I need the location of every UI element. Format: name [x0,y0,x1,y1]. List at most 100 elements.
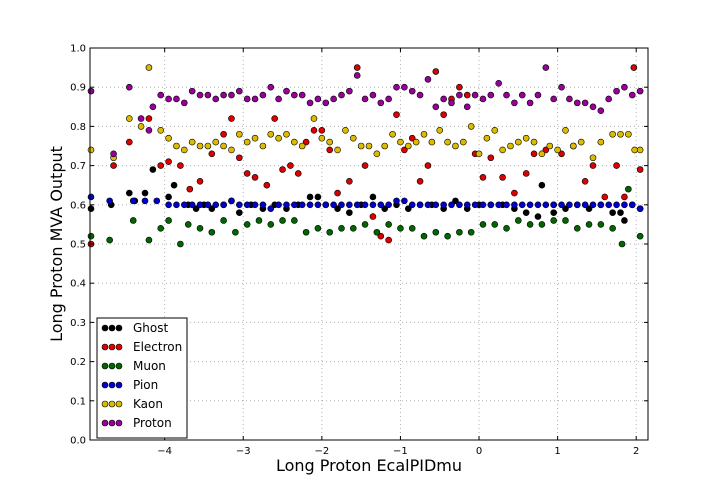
kaon-point [538,150,546,158]
pion-point [566,201,573,209]
kaon-point [228,146,235,154]
electron-point [208,150,216,158]
ghost-point [306,193,314,201]
ghost-point [585,205,593,213]
pion-point [393,197,400,205]
muon-point [385,221,392,228]
legend-marker [115,343,123,351]
muon-point [618,240,626,248]
muon-point [491,221,499,228]
kaon-point [452,142,459,150]
ghost-point [621,217,628,224]
electron-point [157,162,165,169]
pion-point [259,201,267,209]
kaon-point [365,142,373,150]
legend-label: Electron [133,340,182,354]
legend-label: Kaon [133,397,163,411]
proton-point [385,95,392,103]
pion-point [267,205,275,213]
proton-point [259,91,267,99]
kaon-point [357,142,365,150]
pion-point [87,193,95,201]
proton-point [267,83,275,91]
pion-point [346,201,353,209]
legend-label: Proton [133,416,172,430]
y-tick-label: 0.7 [70,161,86,172]
pion-point [165,201,172,209]
proton-point [298,91,306,99]
kaon-point [436,127,444,134]
proton-point [463,103,471,111]
muon-point [184,221,192,228]
proton-point [338,91,345,99]
proton-point [440,95,447,103]
muon-point [585,221,593,228]
pion-point [141,197,149,205]
muon-point [129,217,137,224]
pion-point [228,197,235,205]
pion-point [440,201,447,209]
electron-point [416,177,424,185]
kaon-point [597,138,605,146]
muon-point [515,217,522,224]
kaon-point [125,115,133,122]
muon-point [444,232,451,240]
pion-point [251,201,259,209]
pion-point [487,201,495,209]
kaon-point [220,142,227,150]
proton-point [550,95,557,103]
kaon-point [515,138,522,146]
x-tick-label: 2 [633,446,639,457]
electron-point [424,162,432,169]
ghost-point [149,166,157,173]
kaon-point [137,123,145,130]
electron-point [177,162,184,169]
series-electron [87,64,644,248]
electron-point [499,174,506,181]
pion-point [385,201,392,209]
kaon-point [530,138,538,146]
electron-point [377,232,385,240]
electron-point [558,150,565,158]
kaon-point [460,138,467,146]
x-axis-label: Long Proton EcalPIDmu [276,456,462,475]
kaon-point [204,142,212,150]
legend: Ghost Electron Muon Pion Kaon Proton [96,317,188,439]
proton-point [306,99,314,107]
pion-point [636,205,644,213]
electron-point [346,177,353,185]
muon-point [314,225,322,232]
proton-point [628,91,636,99]
ghost-point [522,209,530,216]
electron-point [432,68,440,75]
proton-point [479,95,487,103]
electron-point [220,130,227,138]
kaon-point [212,138,220,146]
pion-point [518,201,526,209]
legend-marker [108,343,116,351]
muon-point [165,217,172,224]
legend-marker [115,400,123,408]
proton-point [165,95,172,103]
muon-point [255,217,263,224]
electron-point [636,166,644,173]
pion-point [236,201,243,209]
series-muon [87,185,644,248]
kaon-point [554,146,561,154]
pion-point [314,201,322,209]
legend-item-muon: Muon [101,359,166,373]
electron-point [294,170,302,177]
kaon-point [625,130,632,138]
proton-point [573,99,581,107]
pion-point [129,197,137,205]
kaon-point [444,138,451,146]
proton-point [157,91,165,99]
pion-point [212,201,220,209]
ghost-point [346,209,353,216]
ghost-point [125,189,133,197]
kaon-point [507,142,514,150]
muon-point [208,228,216,236]
y-tick-label: 0.3 [70,318,86,329]
ghost-point [452,197,459,205]
proton-point [125,83,133,91]
